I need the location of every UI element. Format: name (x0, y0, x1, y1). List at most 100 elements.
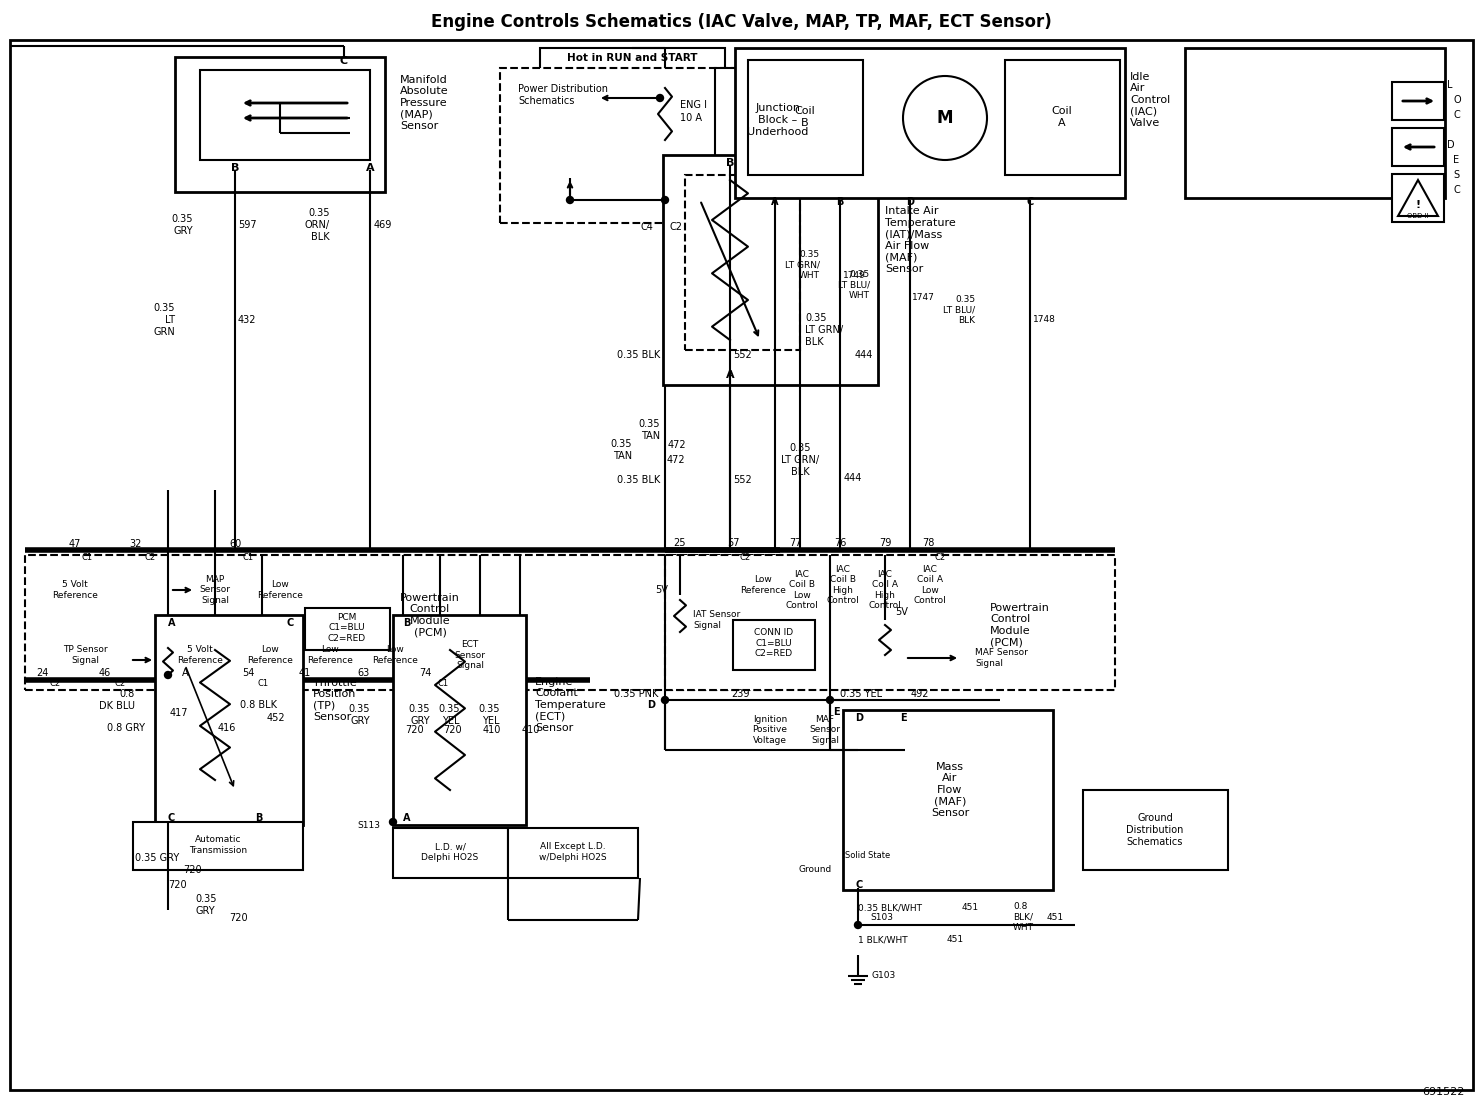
Bar (715, 68, 839, 178)
Text: Junction
Block –
Underhood: Junction Block – Underhood (747, 104, 808, 137)
Text: 417: 417 (171, 708, 188, 718)
Text: Intake Air
Temperature
(IAT)/Mass
Air Flow
(MAF)
Sensor: Intake Air Temperature (IAT)/Mass Air Fl… (885, 206, 955, 274)
Text: C2: C2 (144, 552, 156, 562)
Text: 691522: 691522 (1422, 1087, 1465, 1097)
Text: 74: 74 (418, 668, 432, 678)
Text: Coil
A: Coil A (1051, 106, 1072, 128)
Bar (200, 70, 369, 160)
Bar (736, 47, 1126, 198)
Text: 0.35 GRY: 0.35 GRY (135, 853, 179, 863)
Text: 720: 720 (443, 725, 461, 735)
Text: 0.35
LT GRN/
BLK: 0.35 LT GRN/ BLK (805, 314, 844, 347)
Text: CONN ID
C1=BLU
C2=RED: CONN ID C1=BLU C2=RED (755, 628, 793, 658)
Circle shape (826, 697, 833, 703)
Text: 0.35
LT GRN/
WHT: 0.35 LT GRN/ WHT (785, 251, 820, 280)
Bar (664, 555, 1115, 690)
Text: 451: 451 (1047, 913, 1063, 922)
Text: 720: 720 (168, 880, 187, 890)
Text: IAT Sensor
Signal: IAT Sensor Signal (693, 611, 740, 629)
Bar (1005, 60, 1120, 176)
Text: C: C (1453, 185, 1459, 195)
Text: 5 Volt
Reference: 5 Volt Reference (52, 581, 98, 599)
Text: All Except L.D.
w/Delphi HO2S: All Except L.D. w/Delphi HO2S (540, 842, 607, 862)
Text: 472: 472 (667, 455, 685, 465)
Text: 444: 444 (844, 473, 862, 484)
Text: S: S (1453, 170, 1459, 180)
Bar (685, 176, 799, 350)
Bar (1393, 174, 1444, 222)
Text: G103: G103 (872, 970, 896, 979)
Text: C1: C1 (82, 552, 92, 562)
Bar (305, 608, 390, 650)
Text: 0.8 GRY: 0.8 GRY (107, 723, 145, 733)
Text: L: L (1447, 79, 1452, 91)
Text: 0.35
TAN: 0.35 TAN (639, 420, 660, 440)
Text: 597: 597 (237, 220, 257, 230)
Circle shape (661, 197, 669, 203)
Text: A: A (366, 163, 374, 173)
Bar (1393, 128, 1444, 166)
Text: 0.35
LT GRN/
BLK: 0.35 LT GRN/ BLK (782, 444, 819, 477)
Text: C2: C2 (49, 679, 61, 689)
Text: Low
Reference: Low Reference (740, 575, 786, 595)
Text: C: C (1026, 197, 1034, 208)
Circle shape (567, 197, 574, 203)
Text: 0.35
LT
GRN: 0.35 LT GRN (153, 304, 175, 337)
Text: 0.35
YEL: 0.35 YEL (479, 704, 500, 725)
Text: 1 BLK/WHT: 1 BLK/WHT (859, 935, 908, 945)
Text: 0.35
GRY: 0.35 GRY (408, 704, 430, 725)
Text: B: B (725, 158, 734, 168)
Text: 0.35 BLK/WHT: 0.35 BLK/WHT (859, 903, 922, 913)
Text: Powertrain
Control
Module
(PCM): Powertrain Control Module (PCM) (400, 593, 460, 637)
Text: OBD II: OBD II (1407, 213, 1428, 219)
Text: TP Sensor
Signal: TP Sensor Signal (62, 646, 107, 665)
Text: D: D (1447, 140, 1455, 150)
Text: 77: 77 (789, 538, 801, 548)
Text: 444: 444 (856, 350, 873, 360)
Text: 60: 60 (228, 539, 242, 549)
Text: 552: 552 (733, 350, 752, 360)
Text: Engine Controls Schematics (IAC Valve, MAP, TP, MAF, ECT Sensor): Engine Controls Schematics (IAC Valve, M… (430, 13, 1051, 31)
Text: Power Distribution
Schematics: Power Distribution Schematics (518, 84, 608, 106)
Text: 720: 720 (182, 866, 202, 875)
Text: MAP
Sensor
Signal: MAP Sensor Signal (200, 575, 230, 605)
Text: 472: 472 (667, 440, 687, 450)
Text: Low
Reference: Low Reference (257, 581, 303, 599)
Circle shape (165, 671, 172, 679)
Text: 0.35
TAN: 0.35 TAN (611, 439, 632, 460)
Text: L.D. w/
Delphi HO2S: L.D. w/ Delphi HO2S (421, 842, 479, 862)
Text: 0.8
DK BLU: 0.8 DK BLU (99, 689, 135, 711)
Bar (175, 57, 386, 192)
Text: C: C (286, 618, 294, 628)
Text: 416: 416 (218, 723, 236, 733)
Text: C2: C2 (114, 679, 126, 689)
Text: C2: C2 (740, 552, 750, 562)
Text: S103: S103 (871, 913, 893, 922)
Bar (1393, 82, 1444, 120)
Circle shape (661, 697, 669, 703)
Text: 5 Volt
Reference: 5 Volt Reference (176, 646, 222, 665)
Text: A: A (403, 813, 411, 822)
Text: 46: 46 (99, 668, 111, 678)
Text: ENG I: ENG I (681, 100, 707, 110)
Bar (540, 47, 725, 70)
Text: Ground: Ground (798, 866, 832, 874)
Text: 0.35
GRY: 0.35 GRY (172, 214, 193, 236)
Text: MAF Sensor
Signal: MAF Sensor Signal (974, 648, 1028, 668)
Text: A: A (725, 370, 734, 380)
Bar (733, 620, 816, 670)
Bar (842, 710, 1053, 890)
Text: 239: 239 (731, 689, 749, 699)
Bar (1185, 47, 1444, 198)
Text: A: A (182, 668, 188, 678)
Bar (663, 155, 878, 385)
Text: D: D (906, 197, 914, 208)
Text: Mass
Air
Flow
(MAF)
Sensor: Mass Air Flow (MAF) Sensor (931, 762, 968, 818)
Text: S113: S113 (357, 820, 380, 829)
Text: C: C (1453, 110, 1459, 120)
Circle shape (854, 922, 862, 928)
Text: Solid State: Solid State (845, 851, 890, 860)
Text: IAC
Coil A
Low
Control: IAC Coil A Low Control (914, 565, 946, 605)
Text: 451: 451 (961, 903, 979, 913)
Text: Throttle
Position
(TP)
Sensor: Throttle Position (TP) Sensor (313, 678, 357, 722)
